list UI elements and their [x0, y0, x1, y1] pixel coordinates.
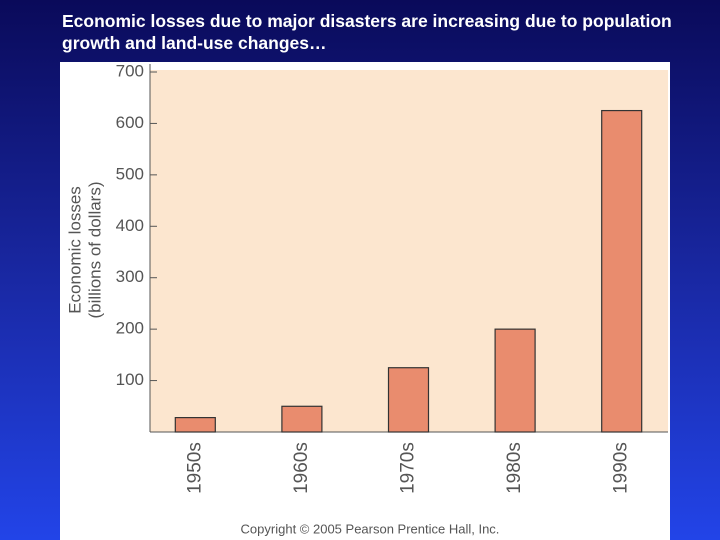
- y-tick-label: 200: [116, 319, 144, 338]
- x-tick-label: 1990s: [611, 442, 632, 494]
- bar: [494, 328, 536, 433]
- y-tick-label: 700: [116, 61, 144, 80]
- y-axis-label: Economic losses: [65, 186, 84, 314]
- x-tick-label: 1970s: [398, 442, 419, 494]
- slide-title: Economic losses due to major disasters a…: [62, 11, 672, 53]
- y-tick-label: 600: [116, 113, 144, 132]
- x-tick-label: 1960s: [291, 442, 312, 494]
- y-tick-label: 300: [116, 267, 144, 286]
- copyright: Copyright © 2005 Pearson Prentice Hall, …: [241, 521, 500, 536]
- y-tick-label: 500: [116, 164, 144, 183]
- y-tick-label: 400: [116, 216, 144, 235]
- x-tick-label: 1980s: [504, 442, 525, 494]
- bar: [174, 417, 216, 433]
- x-tick-label: 1950s: [184, 442, 205, 494]
- bar: [601, 109, 643, 433]
- y-tick-label: 100: [116, 370, 144, 389]
- bar: [387, 367, 430, 433]
- bar: [281, 405, 323, 433]
- y-axis-label: (billions of dollars): [85, 182, 104, 319]
